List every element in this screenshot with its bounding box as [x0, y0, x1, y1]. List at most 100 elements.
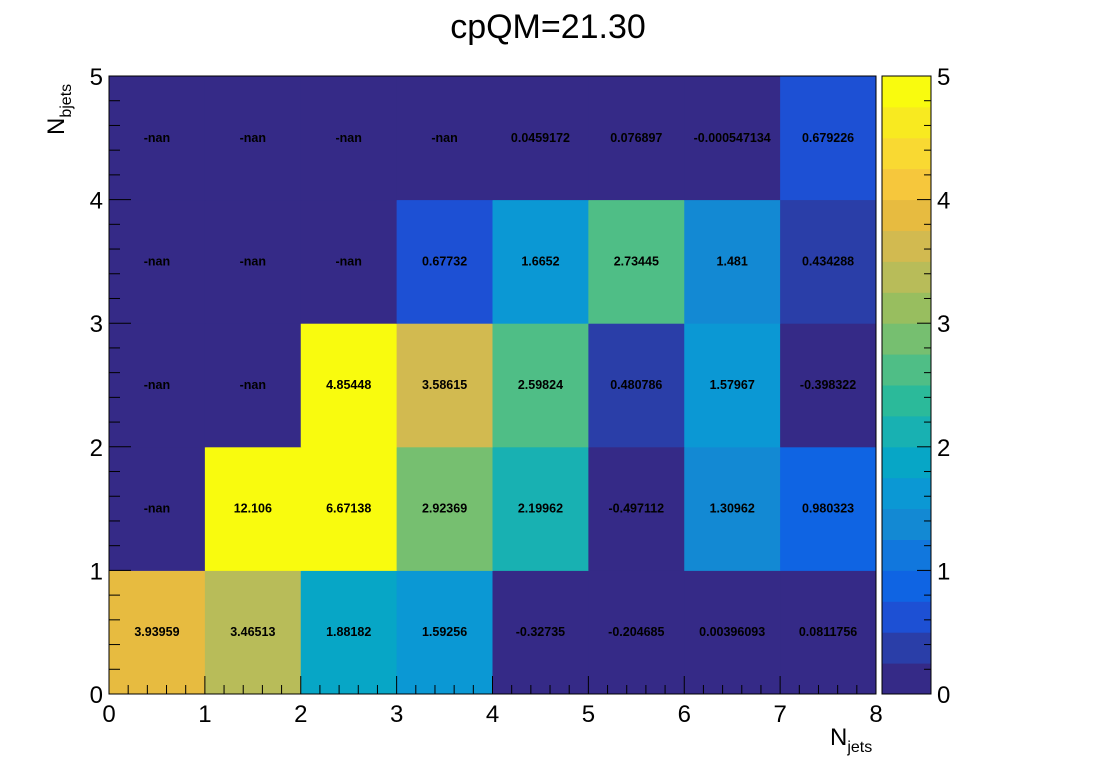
cell-value-label: 0.67732 — [422, 254, 467, 268]
palette-swatch — [882, 354, 931, 386]
x-tick-label: 6 — [678, 701, 691, 728]
heatmap-cell — [684, 76, 781, 201]
heatmap-cell — [109, 199, 206, 324]
heatmap-cell — [492, 570, 589, 695]
palette-swatch — [882, 385, 931, 417]
palette-swatch — [882, 663, 931, 695]
palette-tick-label: 2 — [937, 435, 950, 462]
cell-value-label: 0.434288 — [802, 254, 854, 268]
heatmap-cells — [109, 76, 877, 695]
cell-value-label: -0.398322 — [800, 378, 856, 392]
heatmap-cell — [684, 323, 781, 448]
heatmap-cell — [204, 323, 302, 448]
heatmap-cell — [588, 199, 685, 324]
heatmap-cell — [492, 323, 589, 448]
heatmap-cell — [684, 199, 781, 324]
cell-value-label: -0.497112 — [609, 502, 665, 516]
chart-title: cpQM=21.30 — [450, 8, 646, 46]
cell-value-label: 1.59256 — [422, 625, 467, 639]
y-tick-label: 2 — [90, 435, 103, 462]
cell-value-label: -nan — [144, 502, 170, 516]
x-tick-label: 5 — [582, 701, 595, 728]
cell-value-label: -0.204685 — [608, 625, 664, 639]
heatmap-cell — [492, 76, 589, 201]
cell-value-label: 0.076897 — [610, 131, 662, 145]
cell-value-label: 4.85448 — [326, 378, 371, 392]
cell-value-label: 2.92369 — [422, 502, 467, 516]
x-tick-label: 8 — [869, 701, 882, 728]
palette-tick-label: 5 — [937, 64, 950, 91]
heatmap-cell — [204, 446, 302, 571]
heatmap-cell — [684, 570, 781, 695]
cell-value-label: -nan — [144, 254, 170, 268]
cell-value-label: 6.67138 — [326, 502, 371, 516]
x-tick-label: 0 — [102, 701, 115, 728]
cell-value-label: 0.00396093 — [699, 625, 765, 639]
cell-value-label: 0.0811756 — [799, 625, 857, 639]
palette-swatch — [882, 539, 931, 571]
palette-swatch — [882, 415, 931, 448]
palette-swatch — [882, 230, 931, 262]
y-tick-label: 5 — [90, 64, 103, 91]
x-tick-label: 7 — [773, 701, 786, 728]
cell-value-label: 0.980323 — [802, 502, 854, 516]
cell-value-label: -nan — [431, 131, 457, 145]
heatmap-cell — [300, 76, 398, 201]
palette-swatch — [882, 292, 931, 324]
heatmap-cell — [109, 570, 206, 695]
cell-value-label: 2.73445 — [614, 254, 659, 268]
heatmap-cell — [300, 323, 398, 448]
palette-frame — [881, 75, 932, 695]
heatmap-cell — [780, 199, 877, 324]
cell-value-label: -nan — [240, 131, 266, 145]
cell-value-label: 1.481 — [717, 254, 748, 268]
y-tick-label: 0 — [90, 682, 103, 709]
color-palette: 0 1 2 3 4 5 — [881, 64, 950, 709]
cell-value-label: 3.93959 — [134, 625, 179, 639]
heatmap-cell — [492, 199, 589, 324]
cell-value-label: 1.88182 — [326, 625, 371, 639]
palette-swatch — [882, 76, 931, 108]
palette-tick-label: 4 — [937, 188, 950, 215]
palette-swatch — [882, 168, 931, 201]
heatmap-cell — [588, 323, 685, 448]
heatmap-cell — [492, 446, 589, 571]
heatmap-cell — [396, 76, 493, 201]
heatmap-cell — [780, 570, 877, 695]
cell-value-label: 12.106 — [234, 502, 272, 516]
heatmap-cell — [588, 76, 685, 201]
palette-swatch — [882, 601, 931, 633]
x-axis-title-subscript: jets — [846, 739, 872, 756]
x-tick-label: 1 — [198, 701, 211, 728]
palette-tick-label: 0 — [937, 682, 950, 709]
palette-swatch — [882, 477, 931, 510]
y-axis-title: Nbjets — [43, 84, 75, 135]
heatmap-cell — [588, 570, 685, 695]
palette-swatch — [882, 199, 931, 231]
y-axis-title-subscript: bjets — [58, 84, 75, 118]
heatmap-cell — [109, 323, 206, 448]
cell-value-label: -nan — [240, 378, 266, 392]
palette-swatch — [882, 446, 931, 479]
heatmap-cell — [300, 199, 398, 324]
heatmap-cell — [396, 199, 493, 324]
x-axis-title: Njets — [830, 724, 872, 756]
cell-value-label: 1.6652 — [521, 254, 559, 268]
axes: 0 1 2 3 4 5 6 7 8 0 1 2 3 4 5 — [90, 64, 883, 728]
y-tick-label: 4 — [90, 188, 103, 215]
heatmap-cell — [780, 76, 877, 201]
cell-value-label: 2.19962 — [518, 502, 563, 516]
heatmap-cell — [684, 446, 781, 571]
palette-tick-label: 3 — [937, 311, 950, 338]
y-axis-title-main: N — [43, 118, 70, 135]
cell-value-label: -nan — [144, 131, 170, 145]
cell-value-label: 1.57967 — [710, 378, 755, 392]
palette-swatch — [882, 632, 931, 664]
cell-value-label: -nan — [335, 254, 361, 268]
palette-swatch — [882, 106, 931, 139]
cell-value-label: -0.32735 — [516, 625, 565, 639]
cell-value-labels: 3.93959 3.46513 1.88182 1.59256 -0.32735 -0.2… — [134, 131, 857, 639]
cell-value-label: 0.679226 — [802, 131, 854, 145]
heatmap-cell — [300, 570, 398, 695]
cell-value-label: 1.30962 — [710, 502, 755, 516]
